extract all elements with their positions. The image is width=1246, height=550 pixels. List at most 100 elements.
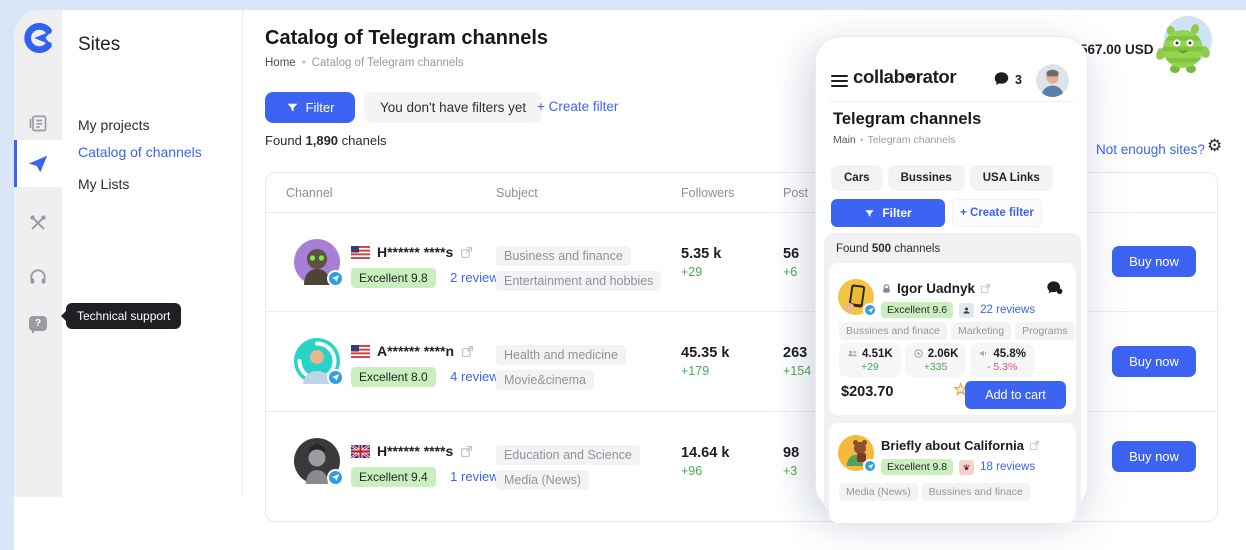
mobile-preview: collaborator 3 Telegram channels Main • Te… <box>815 36 1088 523</box>
phone-breadcrumb-home[interactable]: Main <box>833 134 856 146</box>
phone-breadcrumb-current: Telegram channels <box>867 134 956 146</box>
followers-value: 14.64 k <box>681 445 730 461</box>
breadcrumb-home[interactable]: Home <box>265 57 296 69</box>
sidebar-rail-help[interactable]: ? <box>14 303 62 343</box>
subject-tag: Media (News) <box>839 483 918 501</box>
tools-icon <box>30 215 46 230</box>
filter-button[interactable]: Filter <box>265 92 355 123</box>
views-icon <box>913 349 923 358</box>
col-followers: Followers <box>681 186 735 200</box>
channel-name[interactable]: Briefly about California <box>881 438 1025 453</box>
phone-found-suffix: channels <box>894 243 941 255</box>
balance-amount: 567.00 USD <box>1080 42 1154 57</box>
price: $203.70 <box>841 384 894 400</box>
channel-name[interactable]: A****** ****n <box>377 343 455 359</box>
sidebar: Sites My projects Catalog of channels My… <box>62 10 243 497</box>
sidebar-item-catalog-of-channels[interactable]: Catalog of channels <box>78 144 202 160</box>
tag-row: Media (News) Bussines and finace <box>839 483 1030 501</box>
external-link-icon[interactable] <box>461 345 474 358</box>
followers-value: 45.35 k <box>681 345 730 361</box>
channel-avatar <box>294 338 344 386</box>
buy-now-button[interactable]: Buy now <box>1112 246 1196 277</box>
active-indicator <box>14 140 17 187</box>
subject-tag: Bussines and finace <box>839 322 947 340</box>
posts-delta: +154 <box>783 364 812 378</box>
filter-button-label: Filter <box>305 100 335 115</box>
reviews-link[interactable]: 18 reviews <box>980 461 1036 473</box>
subject-tag: Movie&cinema <box>496 370 594 390</box>
balance-dropdown[interactable]: 567.00 USD▾ <box>1080 42 1163 57</box>
sidebar-item-my-lists[interactable]: My Lists <box>78 176 130 192</box>
phone-breadcrumb-separator: • <box>859 134 864 146</box>
phone-filter-button[interactable]: Filter <box>831 199 945 227</box>
phone-create-filter-button[interactable]: + Create filter <box>952 199 1042 227</box>
brand-pre: collab <box>853 66 905 87</box>
found-suffix: chanels <box>341 133 387 148</box>
rating-badge: Excellent 9.8 <box>351 268 436 288</box>
followers-value: 5.35 k <box>681 246 722 262</box>
stat-value: 2.06K <box>927 347 959 360</box>
paper-plane-icon <box>28 155 48 172</box>
external-link-icon[interactable] <box>980 283 991 294</box>
channel-name[interactable]: Igor Uadnyk <box>897 281 976 296</box>
sidebar-title: Sites <box>78 34 121 55</box>
star-icon[interactable]: ☆ <box>953 380 969 399</box>
sidebar-rail-tools[interactable] <box>14 203 62 243</box>
phone-found-prefix: Found <box>836 243 869 255</box>
external-link-icon[interactable] <box>460 445 473 458</box>
external-link-icon[interactable] <box>460 246 473 259</box>
channel-avatar <box>294 438 344 486</box>
lock-icon <box>883 283 890 293</box>
icon-rail: ? <box>14 10 62 497</box>
create-filter-link[interactable]: + Create filter <box>537 99 619 114</box>
reviews-link[interactable]: 2 reviews <box>450 270 506 285</box>
buy-now-button[interactable]: Buy now <box>1112 346 1196 377</box>
projects-icon <box>29 115 47 132</box>
filter-funnel-icon <box>287 103 297 112</box>
add-to-cart-button[interactable]: Add to cart <box>965 381 1066 409</box>
brand-bubble-o: o <box>904 66 916 87</box>
breadcrumb-separator: • <box>301 57 306 69</box>
collaborator-logo[interactable] <box>14 22 62 54</box>
sidebar-item-my-projects[interactable]: My projects <box>78 117 150 133</box>
hamburger-icon[interactable] <box>831 75 848 90</box>
phone-filter-tabs: Cars Bussines USA Links <box>831 165 1053 191</box>
col-posts: Post <box>783 186 809 200</box>
stat-delta: - 5.3% <box>987 360 1018 373</box>
sidebar-rail-projects[interactable] <box>14 103 62 143</box>
user-avatar[interactable] <box>1036 64 1069 97</box>
rating-badge: Excellent 8.0 <box>351 367 436 387</box>
phone-found-count: 500 <box>871 243 891 255</box>
us-flag-icon <box>351 245 370 259</box>
subject-tag: Education and Science <box>496 445 640 465</box>
chat-icon[interactable] <box>992 70 1011 93</box>
buy-now-button[interactable]: Buy now <box>1112 441 1196 472</box>
subject-tag: Bussines and finace <box>921 483 1030 501</box>
telegram-badge-icon <box>863 459 877 473</box>
no-filters-pill: You don't have filters yet <box>364 92 543 123</box>
reviews-link[interactable]: 1 review <box>450 469 499 484</box>
reviews-link[interactable]: 4 reviews <box>450 369 506 384</box>
channel-name[interactable]: H****** ****s <box>377 443 454 459</box>
rating-badge: Excellent 9.4 <box>351 467 436 487</box>
channel-name[interactable]: H****** ****s <box>377 244 454 260</box>
er-icon <box>980 350 987 357</box>
posts-delta: +6 <box>783 265 798 279</box>
subject-tag: Health and medicine <box>496 345 626 365</box>
phone-filter-label: Filter <box>882 206 912 220</box>
not-enough-sites-link[interactable]: Not enough sites? <box>1096 142 1205 157</box>
phone-breadcrumb: Main • Telegram channels <box>833 134 956 146</box>
breadcrumb-current: Catalog of Telegram channels <box>311 57 464 69</box>
tab-cars[interactable]: Cars <box>831 165 883 191</box>
sidebar-rail-support[interactable] <box>14 257 62 297</box>
subscribers-icon <box>848 350 857 357</box>
reviews-link[interactable]: 22 reviews <box>980 304 1036 316</box>
tab-bussines[interactable]: Bussines <box>887 165 965 191</box>
tab-usa-links[interactable]: USA Links <box>969 165 1053 191</box>
external-link-icon[interactable] <box>1029 440 1040 451</box>
telegram-badge-icon <box>327 469 344 486</box>
gear-icon[interactable]: ⚙ <box>1207 136 1223 155</box>
sidebar-rail-channels-active[interactable] <box>14 140 62 187</box>
chat-icon[interactable] <box>1044 279 1065 303</box>
followers-delta: +179 <box>681 364 710 378</box>
